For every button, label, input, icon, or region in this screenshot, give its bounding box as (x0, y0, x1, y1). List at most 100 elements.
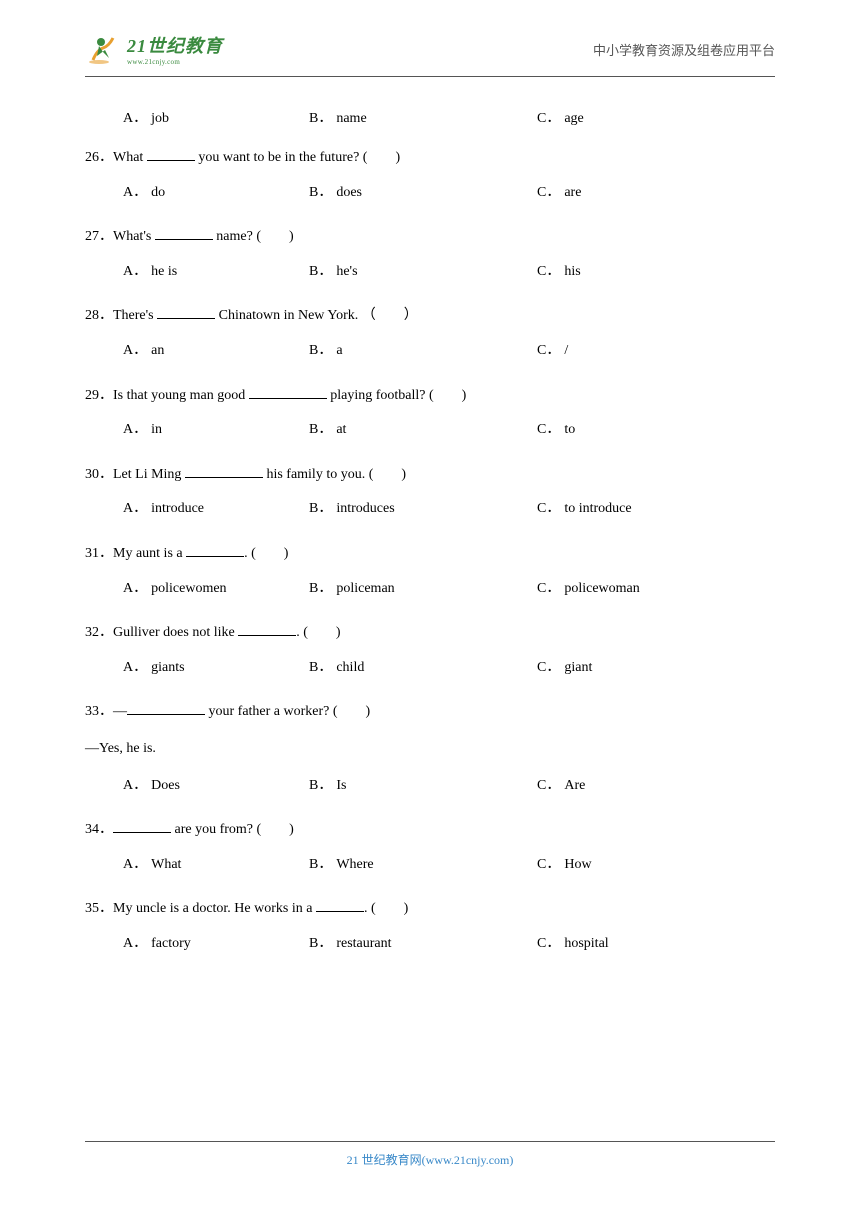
footer-line (85, 1141, 775, 1142)
option-a: A．giants (123, 655, 309, 682)
option-label: C． (537, 773, 560, 800)
option-b: B．at (309, 417, 537, 444)
option-label: B． (309, 417, 332, 444)
option-label: C． (537, 259, 560, 286)
option-text: introduce (151, 496, 204, 523)
header-right-text: 中小学教育资源及组卷应用平台 (593, 40, 775, 59)
option-c: C． age (537, 107, 775, 127)
option-text: policewoman (564, 576, 639, 603)
blank (186, 543, 244, 557)
content-area: A． job B． name C． age 26．What you want t… (0, 77, 860, 957)
option-text: to introduce (564, 496, 631, 523)
option-text: in (151, 417, 162, 444)
question-27: 27．What's name? ( )A．he isB．he'sC．his (85, 224, 775, 285)
option-b: B．a (309, 338, 537, 365)
option-label: B． (309, 496, 332, 523)
option-a: A．he is (123, 259, 309, 286)
logo-main-text: 21世纪教育 (127, 32, 223, 58)
question-followup: —Yes, he is. (85, 736, 775, 763)
option-text: to (564, 417, 575, 444)
question-text: 27．What's name? ( ) (85, 224, 775, 251)
question-before: ．Let Li Ming (99, 467, 185, 482)
question-after: . ( ) (364, 901, 408, 916)
option-text: do (151, 180, 165, 207)
option-label: C． (537, 852, 560, 879)
option-text: his (564, 259, 580, 286)
options: A．giantsB．childC．giant (85, 655, 775, 682)
option-text: introduces (336, 496, 394, 523)
option-c: C．to introduce (537, 496, 775, 523)
option-label: C． (537, 417, 560, 444)
question-after: . ( ) (296, 625, 340, 640)
option-text: Where (336, 852, 373, 879)
options: A．introduceB．introducesC．to introduce (85, 496, 775, 523)
option-label: A． (123, 259, 147, 286)
option-a: A．do (123, 180, 309, 207)
logo-text: 21世纪教育 www.21cnjy.com (127, 32, 223, 66)
logo: 21世纪教育 www.21cnjy.com (85, 30, 223, 68)
question-after: playing football? ( ) (327, 388, 467, 403)
question-after: . ( ) (244, 546, 288, 561)
question-after: his family to you. ( ) (263, 467, 406, 482)
question-before: ． (99, 822, 113, 837)
question-before: ．What (99, 150, 147, 165)
option-label: C． (537, 931, 560, 958)
option-label: A． (123, 852, 147, 879)
options: A．policewomenB．policemanC．policewoman (85, 576, 775, 603)
question-number: 26 (85, 150, 99, 165)
option-b: B．introduces (309, 496, 537, 523)
question-text: 26．What you want to be in the future? ( … (85, 145, 775, 172)
option-text: How (564, 852, 591, 879)
option-label: C． (537, 338, 560, 365)
option-text: What (151, 852, 181, 879)
option-label-c: C． (537, 107, 560, 127)
options: A．factoryB．restaurantC．hospital (85, 931, 775, 958)
orphan-options: A． job B． name C． age (85, 107, 775, 127)
question-33: 33．— your father a worker? ( ) —Yes, he i… (85, 699, 775, 799)
option-text: are (564, 180, 581, 207)
option-b: B．does (309, 180, 537, 207)
option-label: B． (309, 773, 332, 800)
option-a: A． job (123, 107, 309, 127)
option-label: B． (309, 931, 332, 958)
question-text: 30．Let Li Ming his family to you. ( ) (85, 462, 775, 489)
option-text: policewomen (151, 576, 226, 603)
question-text: 34． are you from? ( ) (85, 817, 775, 844)
option-c: C．are (537, 180, 775, 207)
question-number: 28 (85, 308, 99, 323)
logo-sub-text: www.21cnjy.com (127, 58, 223, 66)
question-after: name? ( ) (213, 229, 294, 244)
option-text: Are (564, 773, 585, 800)
option-c: C．giant (537, 655, 775, 682)
option-label: B． (309, 259, 332, 286)
page-header: 21世纪教育 www.21cnjy.com 中小学教育资源及组卷应用平台 (85, 0, 775, 77)
question-text: 28．There's Chinatown in New York. （ ） (85, 303, 775, 330)
option-label: A． (123, 496, 147, 523)
question-before: ．Is that young man good (99, 388, 249, 403)
option-label: C． (537, 496, 560, 523)
option-text: a (336, 338, 342, 365)
blank (155, 226, 213, 240)
question-30: 30．Let Li Ming his family to you. ( )A．i… (85, 462, 775, 523)
option-b: B．Is (309, 773, 537, 800)
option-label: C． (537, 655, 560, 682)
option-c: C．his (537, 259, 775, 286)
question-31: 31．My aunt is a . ( ) A．policewomenB．poli… (85, 541, 775, 602)
question-text: 35．My uncle is a doctor. He works in a .… (85, 896, 775, 923)
question-after: your father a worker? ( ) (205, 704, 370, 719)
option-c: C．to (537, 417, 775, 444)
question-after: Chinatown in New York. （ ） (215, 308, 418, 323)
option-text: child (336, 655, 364, 682)
question-number: 30 (85, 467, 99, 482)
question-text: 33．— your father a worker? ( ) (85, 699, 775, 726)
option-text: giant (564, 655, 592, 682)
option-text-c: age (564, 111, 583, 127)
options: A．DoesB．IsC．Are (85, 773, 775, 800)
option-b: B．child (309, 655, 537, 682)
option-text: at (336, 417, 346, 444)
option-label: B． (309, 655, 332, 682)
question-text: 31．My aunt is a . ( ) (85, 541, 775, 568)
question-number: 27 (85, 229, 99, 244)
blank (157, 305, 215, 319)
option-text: an (151, 338, 164, 365)
